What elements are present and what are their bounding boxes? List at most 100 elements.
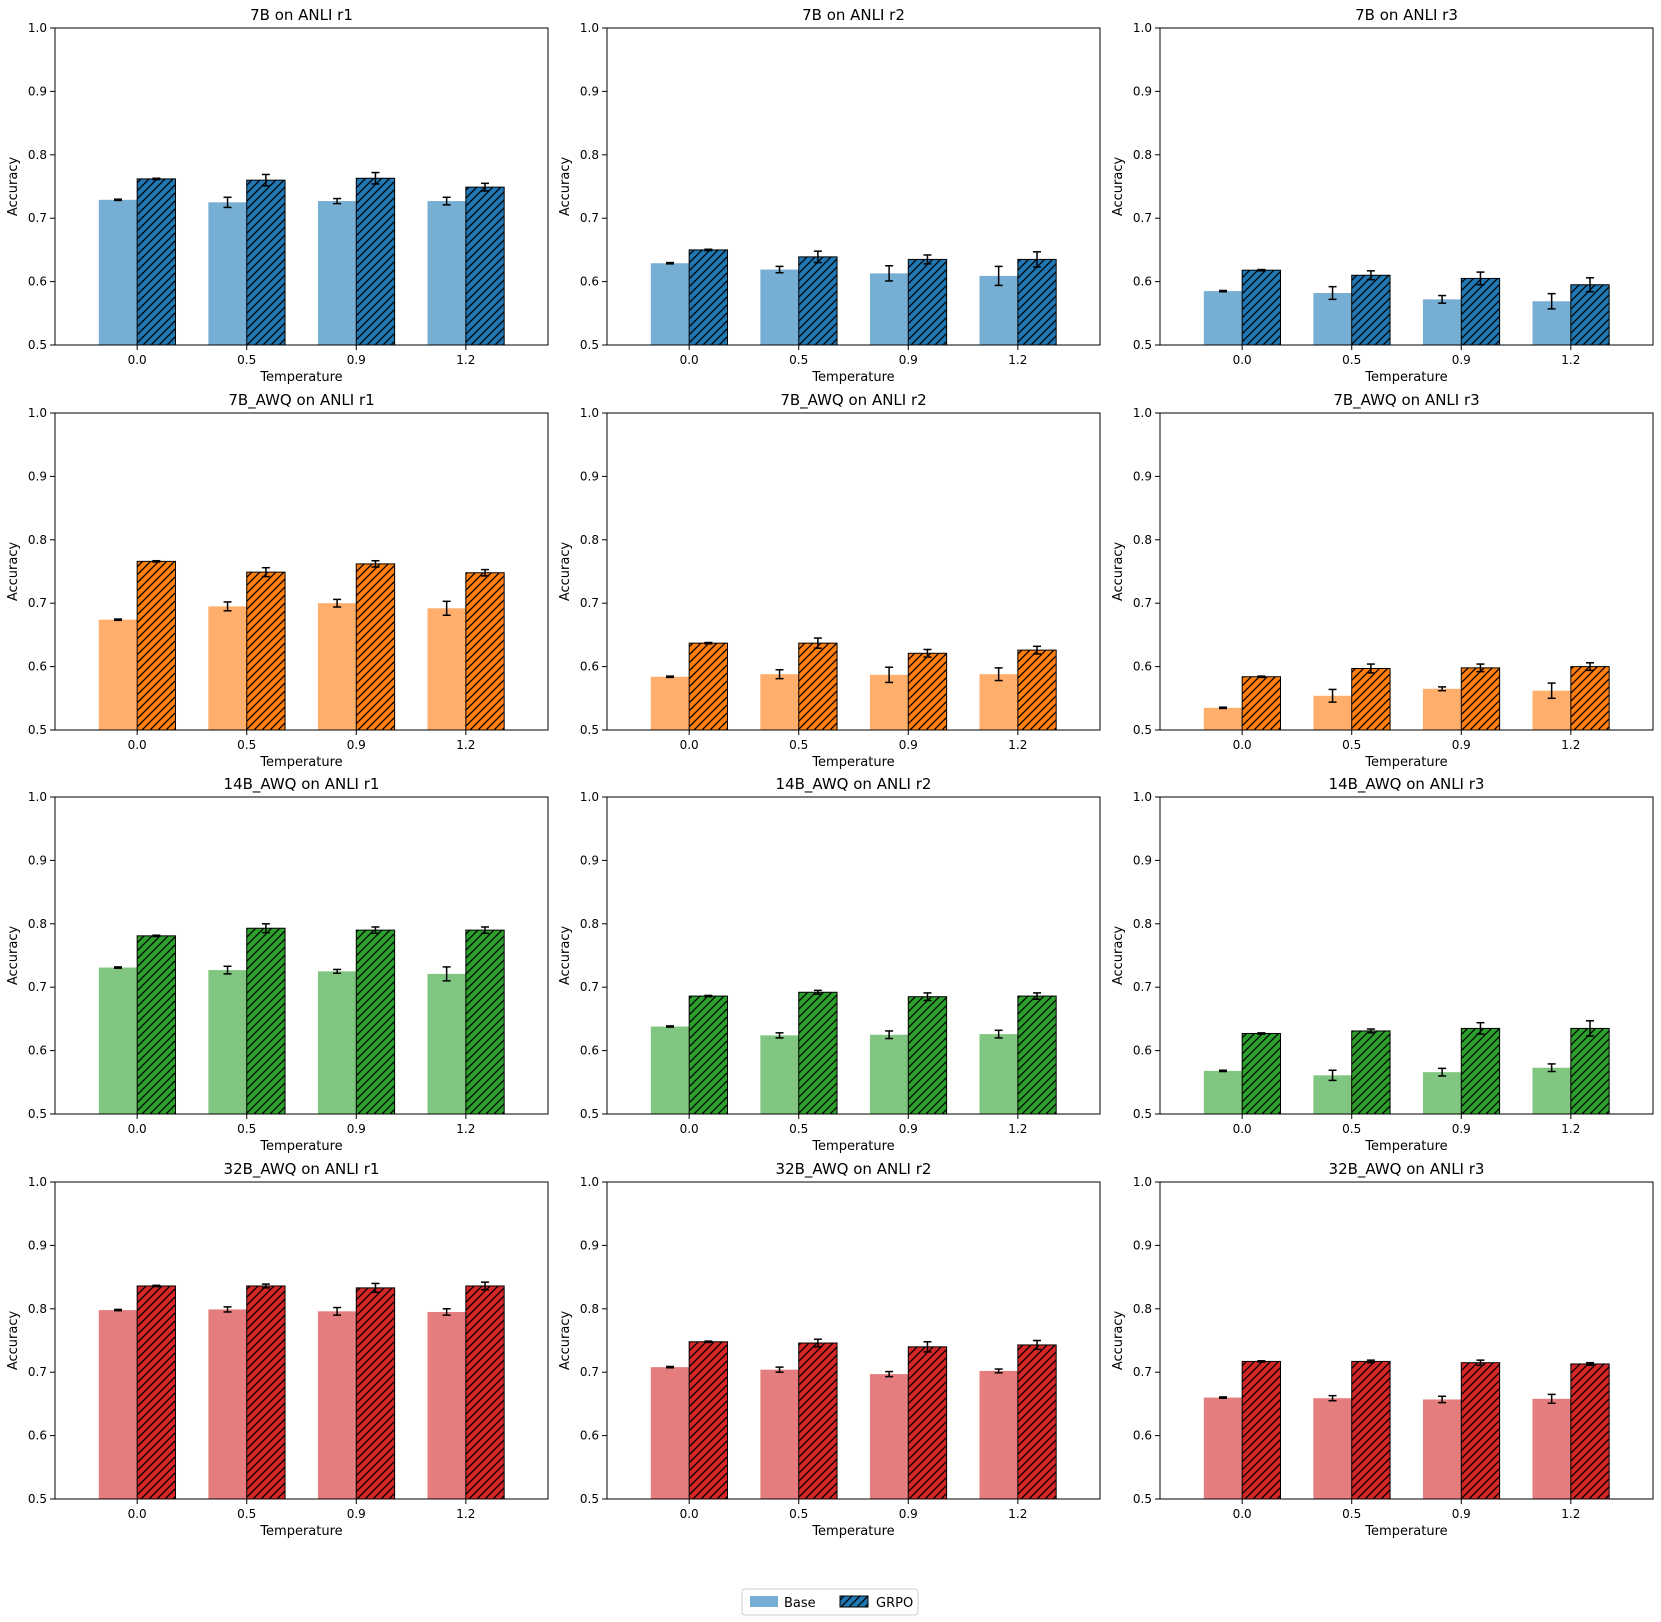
- x-axis-label: Temperature: [811, 1139, 894, 1154]
- y-tick-label: 0.9: [580, 1238, 599, 1252]
- x-axis-label: Temperature: [259, 370, 342, 385]
- y-tick-label: 0.6: [28, 660, 47, 674]
- y-tick-label: 0.5: [1133, 338, 1152, 352]
- axes-frame: [606, 27, 1101, 346]
- bar-base: [208, 970, 247, 1114]
- bar-base: [1203, 291, 1243, 345]
- y-axis-label: Accuracy: [558, 157, 573, 217]
- chart-panel: 32B_AWQ on ANLI r3 0.5 0.6 0.7 0.8 0.9 1.0 0.0 0…: [1111, 1160, 1654, 1539]
- y-tick-label: 0.9: [1133, 1238, 1152, 1252]
- bar-grpo: [907, 1346, 948, 1500]
- y-tick-label: 0.7: [580, 1365, 599, 1379]
- bar-grpo: [798, 256, 838, 346]
- y-tick-label: 1.0: [580, 790, 599, 804]
- axes-frame: [606, 796, 1101, 1115]
- bar-grpo: [136, 560, 177, 731]
- bar-base: [98, 967, 138, 1114]
- bar-grpo: [688, 1341, 729, 1500]
- x-tick-label: 0.9: [347, 738, 366, 752]
- y-tick-label: 1.0: [1133, 406, 1152, 420]
- y-tick-label: 0.6: [1133, 660, 1152, 674]
- x-tick-label: 0.0: [680, 1507, 699, 1521]
- axes-frame: [54, 796, 549, 1115]
- chart-panel: 14B_AWQ on ANLI r2 0.5 0.6 0.7 0.8 0.9 1.0 0.0 0…: [558, 775, 1101, 1154]
- y-tick-label: 0.8: [1133, 917, 1152, 931]
- bar-grpo: [136, 178, 177, 346]
- x-tick-label: 1.2: [1561, 1507, 1580, 1521]
- bar-base: [979, 275, 1018, 345]
- x-tick-label: 0.5: [789, 1122, 808, 1136]
- panel-title: 7B on ANLI r3: [1355, 6, 1458, 24]
- legend-label-grpo: GRPO: [876, 1596, 913, 1611]
- bar-base: [869, 1374, 909, 1499]
- y-tick-label: 1.0: [1133, 21, 1152, 35]
- bar-grpo: [1017, 649, 1057, 731]
- y-tick-label: 0.9: [28, 853, 47, 867]
- y-tick-label: 0.8: [1133, 1302, 1152, 1316]
- y-tick-label: 0.5: [28, 723, 47, 737]
- bar-base: [760, 269, 799, 345]
- panel-title: 7B on ANLI r1: [250, 6, 353, 24]
- x-tick-label: 0.9: [347, 1122, 366, 1136]
- bar-base: [979, 1370, 1018, 1499]
- bar-grpo: [1017, 995, 1057, 1115]
- y-tick-label: 0.8: [1133, 533, 1152, 547]
- x-tick-label: 1.2: [1561, 353, 1580, 367]
- panel-title: 32B_AWQ on ANLI r3: [1329, 1160, 1485, 1179]
- chart-panel: 7B_AWQ on ANLI r3 0.5 0.6 0.7 0.8 0.9 1.0 0.0 0.…: [1111, 391, 1654, 770]
- bar-base: [1313, 1075, 1352, 1114]
- bar-base: [650, 1367, 690, 1499]
- bar-base: [208, 606, 247, 730]
- bar-base: [760, 1369, 799, 1499]
- y-tick-label: 0.5: [28, 338, 47, 352]
- bar-base: [1532, 1067, 1571, 1114]
- y-tick-label: 0.5: [28, 1492, 47, 1506]
- bar-grpo: [1241, 1360, 1282, 1500]
- bar-grpo: [1241, 269, 1282, 346]
- x-tick-label: 1.2: [456, 738, 475, 752]
- y-tick-label: 0.5: [580, 338, 599, 352]
- x-tick-label: 0.5: [237, 1122, 256, 1136]
- bar-base: [1313, 293, 1352, 345]
- x-tick-label: 0.9: [347, 353, 366, 367]
- x-tick-label: 1.2: [1008, 1507, 1027, 1521]
- bar-base: [1203, 1070, 1243, 1114]
- bar-grpo: [1460, 277, 1501, 346]
- y-tick-label: 1.0: [28, 21, 47, 35]
- y-axis-label: Accuracy: [1111, 1311, 1126, 1371]
- y-tick-label: 0.5: [1133, 1107, 1152, 1121]
- bar-grpo: [465, 929, 505, 1115]
- y-tick-label: 0.8: [28, 148, 47, 162]
- y-tick-label: 0.7: [580, 596, 599, 610]
- y-tick-label: 0.9: [28, 469, 47, 483]
- x-tick-label: 0.9: [347, 1507, 366, 1521]
- bar-grpo: [246, 1285, 286, 1500]
- bar-base: [650, 263, 690, 345]
- bar-grpo: [355, 929, 396, 1115]
- bar-grpo: [688, 995, 729, 1115]
- x-axis-label: Temperature: [259, 1139, 342, 1154]
- legend-label-base: Base: [784, 1596, 816, 1611]
- chart-panel: 7B on ANLI r1 0.5 0.6 0.7 0.8 0.9 1.0 0.0 0.5 0.9…: [6, 6, 549, 385]
- x-tick-label: 0.9: [1452, 353, 1471, 367]
- y-tick-label: 0.7: [28, 980, 47, 994]
- bar-grpo: [355, 177, 396, 346]
- x-tick-label: 0.0: [1233, 353, 1252, 367]
- bar-base: [1203, 1397, 1243, 1499]
- y-tick-label: 0.5: [580, 1492, 599, 1506]
- x-tick-label: 0.5: [789, 1507, 808, 1521]
- bar-grpo: [465, 186, 505, 346]
- chart-panel: 14B_AWQ on ANLI r3 0.5 0.6 0.7 0.8 0.9 1.0 0.0 0…: [1111, 775, 1654, 1154]
- x-tick-label: 0.0: [128, 1507, 147, 1521]
- x-tick-label: 0.0: [128, 1122, 147, 1136]
- y-tick-label: 0.6: [28, 275, 47, 289]
- bar-grpo: [465, 572, 505, 731]
- bar-grpo: [246, 179, 286, 346]
- y-tick-label: 0.9: [1133, 84, 1152, 98]
- panel-title: 32B_AWQ on ANLI r2: [776, 1160, 932, 1179]
- x-tick-label: 0.0: [1233, 738, 1252, 752]
- y-tick-label: 1.0: [580, 1175, 599, 1189]
- x-tick-label: 0.0: [1233, 1507, 1252, 1521]
- panel-title: 7B_AWQ on ANLI r1: [228, 391, 374, 410]
- bar-grpo: [1351, 1360, 1391, 1500]
